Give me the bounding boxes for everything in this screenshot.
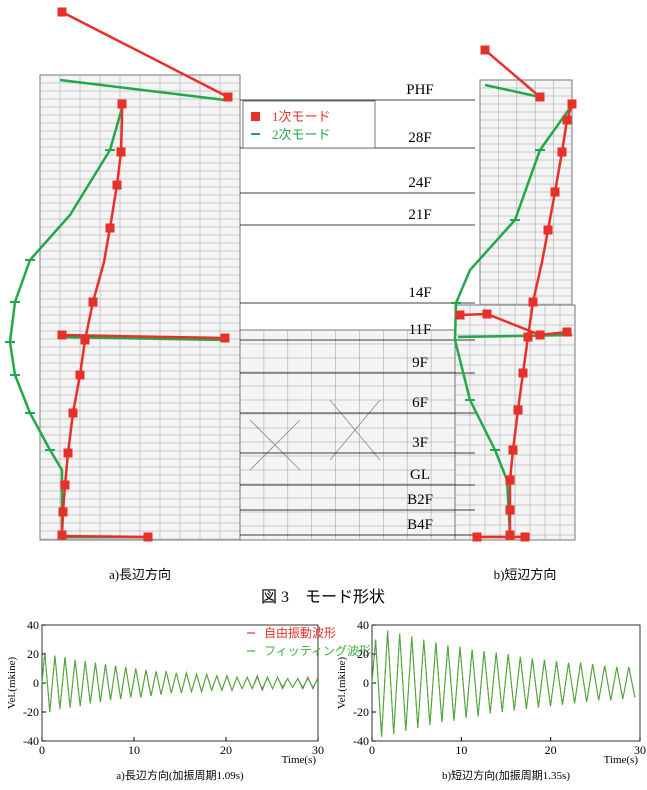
mode-line	[62, 536, 148, 537]
floor-label: 9F	[412, 355, 428, 371]
mode-1-marker	[551, 188, 560, 197]
mode-1-marker	[558, 148, 567, 157]
mode-1-marker	[481, 46, 490, 55]
mode-1-marker	[519, 369, 528, 378]
floor-label: B2F	[407, 492, 433, 508]
mode-1-marker	[106, 224, 115, 233]
mode-1-marker	[456, 311, 465, 320]
mode-1-marker	[58, 8, 67, 17]
legend-label: 自由振動波形	[264, 626, 336, 640]
mode-1-marker	[536, 93, 545, 102]
mode-1-marker	[59, 508, 68, 517]
series-line	[42, 653, 318, 713]
mode-1-marker	[221, 334, 230, 343]
mode-1-marker	[529, 298, 538, 307]
mode-1-marker	[69, 409, 78, 418]
floor-label: 3F	[412, 435, 428, 451]
panel-caption: b)短辺方向	[494, 567, 557, 582]
mode-1-marker	[563, 116, 572, 125]
y-axis-label: Vel.(mkine)	[336, 657, 348, 710]
legend-label: 2次モード	[272, 127, 331, 142]
mode-1-marker	[118, 100, 127, 109]
y-tick-label: 0	[33, 676, 39, 690]
mode-1-marker	[473, 533, 482, 542]
x-axis-label: Time(s)	[282, 754, 317, 766]
x-tick-label: 20	[545, 743, 557, 757]
figure-caption: 図 3 モード形状	[261, 588, 385, 606]
y-tick-label: -20	[353, 705, 369, 719]
mode-1-marker	[61, 481, 70, 490]
floor-label: 6F	[412, 395, 428, 411]
legend-marker	[251, 112, 260, 121]
y-tick-label: 20	[27, 647, 39, 661]
plot-frame	[42, 625, 318, 741]
mode-1-marker	[509, 446, 518, 455]
series-line	[372, 631, 635, 737]
floor-label: 14F	[408, 285, 431, 301]
series-line	[42, 653, 318, 713]
mode-1-marker	[64, 449, 73, 458]
mode-1-marker	[506, 476, 515, 485]
floor-label: 28F	[408, 130, 431, 146]
x-tick-label: 0	[39, 743, 45, 757]
mode-1-marker	[568, 100, 577, 109]
mode-1-marker	[113, 181, 122, 190]
legend-label: フィッティング波形	[264, 644, 371, 658]
y-axis-label: Vel.(mkine)	[6, 657, 18, 710]
mode-1-marker	[514, 406, 523, 415]
chart-caption: a)長辺方向(加振周期1.09s)	[116, 768, 244, 782]
mode-1-marker	[544, 226, 553, 235]
mode-1-marker	[76, 371, 85, 380]
y-tick-label: 40	[357, 618, 369, 632]
mode-1-marker	[483, 310, 492, 319]
mode-1-marker	[144, 533, 153, 542]
mode-1-marker	[58, 531, 67, 540]
floor-label: PHF	[406, 82, 434, 98]
mode-1-marker	[117, 148, 126, 157]
mode-1-marker	[521, 533, 530, 542]
y-tick-label: -40	[353, 734, 369, 748]
mode-1-marker	[536, 331, 545, 340]
floor-label: B4F	[407, 517, 433, 533]
mode-1-marker	[506, 531, 515, 540]
x-tick-label: 20	[220, 743, 232, 757]
x-axis-label: Time(s)	[604, 754, 639, 766]
chart-caption: b)短辺方向(加振周期1.35s)	[442, 768, 570, 782]
mode-legend: 1次モード 2次モード	[243, 101, 375, 148]
y-tick-label: 20	[357, 647, 369, 661]
mode-1-marker	[89, 298, 98, 307]
x-tick-label: 0	[369, 743, 375, 757]
mode-1-marker	[506, 506, 515, 515]
floor-label: GL	[410, 467, 430, 483]
y-tick-label: -40	[23, 734, 39, 748]
mode-1-marker	[563, 328, 572, 337]
page: PHF 28F 24F 21F 14F 11F 9F 6F 3F GL B2F B4F 1次モード 2…	[0, 0, 647, 785]
mode-1-marker	[224, 93, 233, 102]
floor-label: 11F	[409, 322, 432, 338]
y-tick-label: 0	[363, 676, 369, 690]
floor-label: 24F	[408, 175, 431, 191]
floor-label: 21F	[408, 207, 431, 223]
x-tick-label: 10	[128, 743, 140, 757]
mode-1-marker	[81, 336, 90, 345]
mode-1-marker	[524, 333, 533, 342]
y-tick-label: -20	[23, 705, 39, 719]
mode-1-marker	[58, 331, 67, 340]
legend-label: 1次モード	[272, 109, 331, 124]
y-tick-label: 40	[27, 618, 39, 632]
x-tick-label: 10	[455, 743, 467, 757]
panel-caption: a)長辺方向	[109, 567, 171, 582]
